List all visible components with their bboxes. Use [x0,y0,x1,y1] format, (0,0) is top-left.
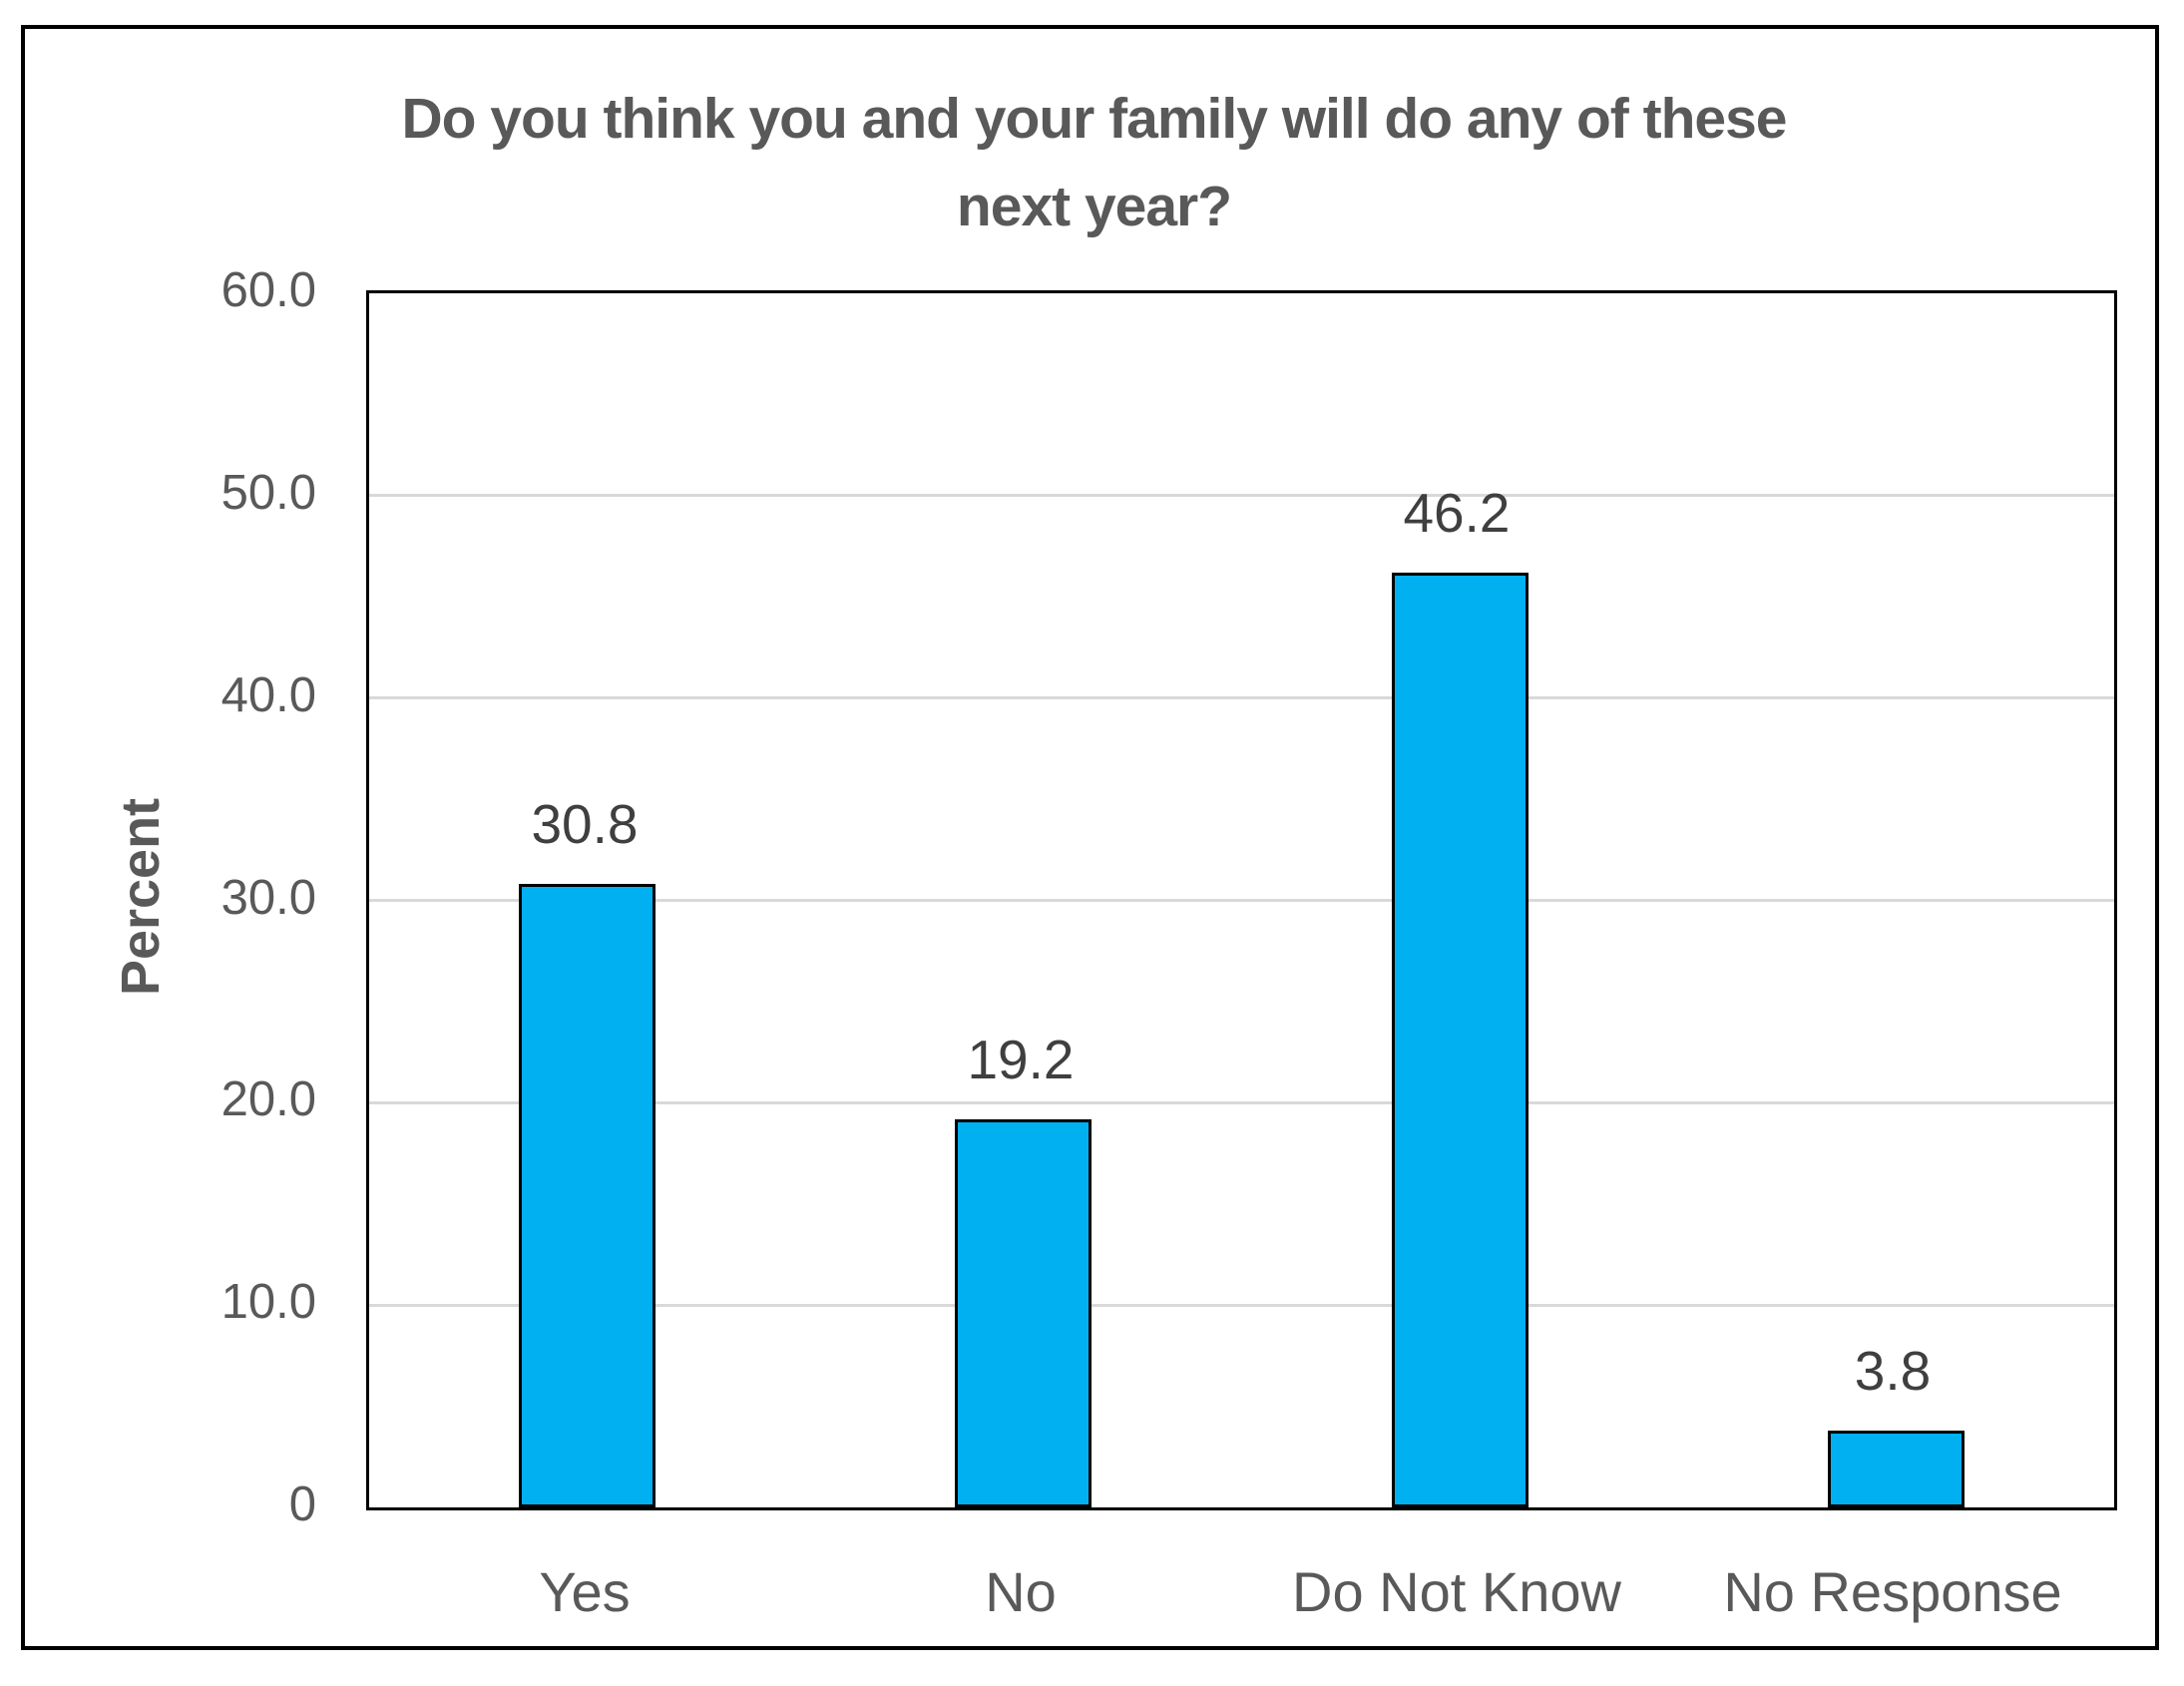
y-tick-label-10.0: 10.0 [220,1275,316,1329]
gridline-40 [369,696,2114,699]
bar-yes [519,884,655,1507]
gridline-50 [369,494,2114,497]
bar-no [955,1119,1092,1507]
gridline-20 [369,1101,2114,1104]
y-tick-label-60.0: 60.0 [220,263,316,317]
y-tick-label-50.0: 50.0 [220,466,316,520]
gridline-10 [369,1304,2114,1307]
chart-title: Do you think you and your family will do… [25,75,2163,250]
data-label-yes: 30.8 [531,793,639,855]
bar-do-not-know [1392,573,1529,1507]
data-label-no-response: 3.8 [1854,1340,1932,1402]
bar-no-response [1828,1431,1965,1507]
data-label-no: 19.2 [967,1029,1075,1090]
category-label-no: No [985,1560,1057,1623]
y-tick-label-40.0: 40.0 [220,668,316,722]
chart-title-line1: Do you think you and your family will do… [401,87,1787,151]
y-tick-label-0: 0 [288,1477,316,1531]
plot-area [366,290,2117,1510]
y-tick-label-20.0: 20.0 [220,1072,316,1126]
category-label-yes: Yes [539,1560,631,1623]
category-label-no-response: No Response [1723,1560,2062,1623]
data-label-do-not-know: 46.2 [1403,482,1511,544]
chart-title-line2: next year? [956,175,1232,238]
y-tick-label-30.0: 30.0 [220,871,316,925]
gridline-30 [369,899,2114,902]
chart-frame: Do you think you and your family will do… [21,25,2159,1650]
category-label-do-not-know: Do Not Know [1292,1560,1621,1623]
